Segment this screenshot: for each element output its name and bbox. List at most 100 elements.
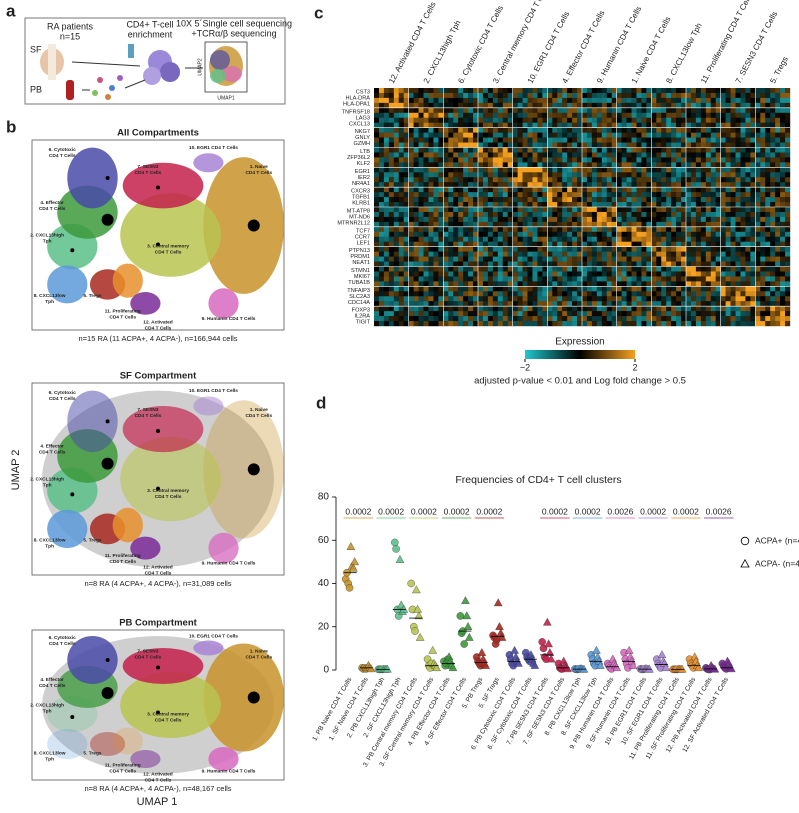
heatmap-cell bbox=[562, 202, 568, 208]
heatmap-cell bbox=[780, 221, 786, 228]
heatmap-cell bbox=[591, 226, 598, 232]
heatmap-cell bbox=[398, 276, 404, 282]
heatmap-cell bbox=[695, 216, 702, 223]
heatmap-cell bbox=[705, 276, 711, 282]
heatmap-cell bbox=[567, 241, 573, 247]
heatmap-cell bbox=[616, 132, 622, 138]
heatmap-cell bbox=[562, 102, 568, 109]
heatmap-cell bbox=[656, 137, 662, 143]
heatmap-cell bbox=[572, 182, 578, 188]
heatmap-cell bbox=[418, 157, 424, 163]
heatmap-cell bbox=[413, 221, 419, 228]
heatmap-cell bbox=[458, 236, 464, 242]
heatmap-cell bbox=[745, 251, 751, 257]
heatmap-cell bbox=[487, 122, 494, 128]
heatmap-cell bbox=[676, 102, 682, 109]
umap-cluster bbox=[208, 288, 239, 319]
heatmap-cell bbox=[478, 97, 484, 104]
heatmap-cell bbox=[601, 296, 607, 302]
heatmap-cell bbox=[686, 216, 692, 223]
heatmap-cell bbox=[438, 246, 444, 252]
heatmap-cell bbox=[537, 177, 543, 183]
heatmap-cell bbox=[482, 301, 489, 307]
heatmap-cell bbox=[601, 187, 607, 193]
heatmap-cell bbox=[730, 102, 736, 109]
heatmap-cell bbox=[666, 92, 672, 99]
heatmap-cell bbox=[611, 132, 617, 138]
heatmap-cell bbox=[785, 256, 791, 262]
heatmap-cell bbox=[383, 256, 390, 262]
heatmap-cell bbox=[760, 301, 766, 307]
heatmap-cell bbox=[686, 251, 692, 257]
heatmap-cell bbox=[383, 221, 390, 228]
heatmap-cell bbox=[383, 107, 390, 113]
heatmap-cell bbox=[423, 137, 429, 143]
heatmap-cell bbox=[582, 167, 588, 173]
heatmap-cell bbox=[671, 182, 677, 188]
heatmap-cell bbox=[725, 132, 731, 138]
heatmap-cell bbox=[463, 88, 469, 94]
gene-label: HLA-DRA bbox=[345, 95, 370, 101]
heatmap-cell bbox=[596, 107, 603, 113]
heatmap-cell bbox=[547, 132, 553, 138]
heatmap-cell bbox=[586, 102, 593, 109]
heatmap-cell bbox=[621, 296, 627, 302]
umap-cluster bbox=[112, 263, 143, 298]
heatmap-cell bbox=[403, 172, 409, 178]
heatmap-cell bbox=[388, 187, 395, 193]
heatmap-cell bbox=[621, 177, 627, 183]
heatmap-cell bbox=[686, 127, 692, 133]
heatmap-cell bbox=[651, 102, 657, 109]
heatmap-cell bbox=[636, 311, 642, 317]
heatmap-cell bbox=[408, 291, 414, 297]
heatmap-cell bbox=[393, 112, 399, 118]
heatmap-cell bbox=[567, 271, 573, 277]
heatmap-cell bbox=[388, 192, 395, 198]
heatmap-cell bbox=[448, 122, 454, 128]
heatmap-cell bbox=[443, 301, 449, 307]
heatmap-cell bbox=[433, 216, 439, 223]
heatmap-cell bbox=[651, 276, 657, 282]
heatmap-cell bbox=[537, 271, 543, 277]
heatmap-cell bbox=[656, 142, 662, 148]
heatmap-cell bbox=[552, 117, 558, 123]
heatmap-cell bbox=[512, 211, 518, 218]
heatmap-cell bbox=[760, 291, 766, 297]
heatmap-cell bbox=[780, 296, 786, 302]
heatmap-cell bbox=[502, 147, 508, 153]
heatmap-cell bbox=[567, 296, 573, 302]
heatmap-cell bbox=[458, 231, 464, 237]
heatmap-cell bbox=[725, 97, 731, 104]
heatmap-cell bbox=[413, 202, 419, 208]
heatmap-cell bbox=[453, 122, 459, 128]
heatmap-cell bbox=[631, 132, 637, 138]
heatmap-cell bbox=[760, 321, 766, 327]
heatmap-cell bbox=[532, 177, 538, 183]
heatmap-cell bbox=[547, 202, 553, 208]
heatmap-cell bbox=[681, 246, 687, 252]
heatmap-cell bbox=[473, 316, 479, 322]
heatmap-cell bbox=[715, 226, 721, 232]
heatmap-cell bbox=[666, 286, 672, 292]
heatmap-cell bbox=[780, 226, 786, 232]
heatmap-cell bbox=[740, 231, 746, 237]
label: CD4+ T-cell bbox=[126, 19, 173, 29]
data-point bbox=[349, 563, 358, 572]
heatmap-cell bbox=[606, 132, 612, 138]
heatmap-cell bbox=[453, 162, 459, 168]
heatmap-cell bbox=[433, 177, 439, 183]
heatmap-cell bbox=[512, 251, 518, 257]
heatmap-cell bbox=[448, 226, 454, 232]
heatmap-cell bbox=[636, 177, 642, 183]
heatmap-cell bbox=[760, 311, 766, 317]
heatmap-cell bbox=[666, 301, 672, 307]
heatmap-cell bbox=[517, 291, 523, 297]
heatmap-cell bbox=[775, 187, 781, 193]
heatmap-cell bbox=[626, 122, 632, 128]
heatmap-cell bbox=[492, 182, 499, 188]
heatmap-cell bbox=[393, 107, 399, 113]
heatmap-cell bbox=[468, 132, 474, 138]
data-point bbox=[392, 545, 400, 553]
heatmap-cell bbox=[740, 211, 746, 218]
heatmap-cell bbox=[730, 122, 736, 128]
